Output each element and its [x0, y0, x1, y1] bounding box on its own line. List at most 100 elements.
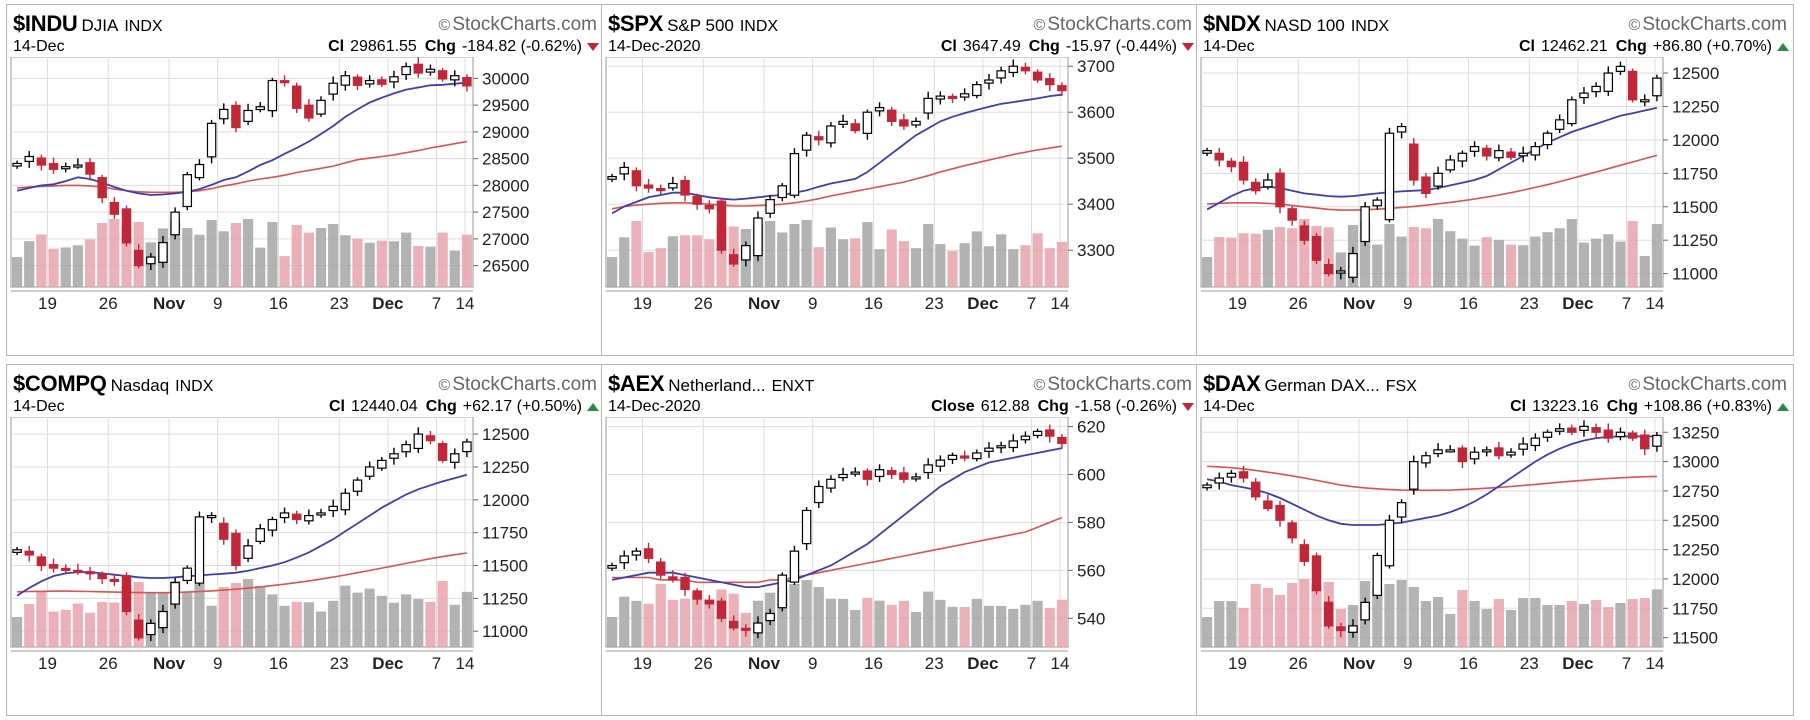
y-tick-label: 12250 [482, 458, 529, 477]
volume-bar [1420, 228, 1432, 287]
candle-body [1250, 481, 1261, 498]
volume-bar [1591, 600, 1602, 647]
volume-bar [789, 584, 800, 647]
y-tick-label: 3400 [1077, 195, 1115, 214]
chart-panel-dax[interactable]: $DAX German DAX... FSX © StockCharts.com 14-D… [1196, 364, 1794, 716]
candle-body [1275, 504, 1285, 521]
candle-body [158, 242, 168, 263]
volume-bar [194, 584, 205, 647]
candle-body [1627, 70, 1638, 101]
chart-header: $SPX S&P 500 INDX © StockCharts.com 14-Dec-20… [606, 5, 1194, 55]
close-value: 612.88 [980, 398, 1030, 415]
candle-body [1226, 472, 1237, 478]
up-arrow-icon [1777, 402, 1789, 411]
volume-bar [72, 603, 83, 647]
volume-bar [230, 223, 242, 287]
candle-body [668, 182, 678, 189]
volume-bar [1639, 256, 1650, 287]
copyright-icon: © [1628, 377, 1641, 394]
exchange: INDX [175, 378, 214, 395]
volume-bar [1372, 588, 1383, 647]
candle-body [838, 473, 848, 479]
candle-body [12, 162, 22, 167]
change-value: -184.82 (-0.62%) [461, 38, 582, 55]
volume-bar [97, 602, 108, 647]
x-tick-label: 19 [38, 294, 57, 313]
x-tick-label: 9 [808, 654, 817, 673]
candle-body [97, 573, 107, 580]
y-tick-label: 29500 [482, 96, 529, 115]
x-tick-label: 9 [1403, 654, 1412, 673]
volume-bar [1299, 579, 1310, 647]
candle-body [935, 95, 946, 100]
volume-bar [328, 224, 339, 287]
candle-body [728, 620, 739, 629]
candle-body [340, 492, 351, 511]
index-name: German DAX... [1264, 376, 1380, 395]
chart-panel-indu[interactable]: $INDU DJIA INDX © StockCharts.com 14-Dec Cl 298… [6, 4, 604, 356]
x-tick-label: 26 [99, 654, 118, 673]
close-value: 12440.04 [350, 398, 418, 415]
symbol[interactable]: $SPX [608, 11, 664, 36]
candle-body [231, 104, 241, 129]
chart-panel-compq[interactable]: $COMPQ Nasdaq INDX © StockCharts.com 14-Dec Cl… [6, 364, 604, 716]
symbol[interactable]: $COMPQ [13, 371, 107, 396]
candle-body [1640, 434, 1650, 450]
volume-bar [813, 247, 824, 287]
volume-bar [279, 605, 290, 647]
volume-bar [121, 586, 132, 647]
symbol-title: $COMPQ Nasdaq INDX [13, 371, 213, 397]
candle-body [97, 177, 107, 199]
y-tick-label: 620 [1077, 418, 1105, 437]
chart-panel-aex[interactable]: $AEX Netherland... ENXT © StockCharts.com 14-… [601, 364, 1199, 716]
candle-body [741, 627, 751, 631]
candle-body [12, 549, 22, 553]
x-tick-label: 23 [1520, 654, 1539, 673]
x-tick-label: Nov [748, 294, 781, 313]
exchange: INDX [739, 18, 779, 35]
candle-body [996, 445, 1006, 449]
volume-bar [242, 219, 254, 287]
volume-bar [1287, 583, 1298, 647]
chart-panel-spx[interactable]: $SPX S&P 500 INDX © StockCharts.com 14-Dec-20… [601, 4, 1199, 356]
volume-bar [704, 239, 715, 287]
volume-bar [1020, 604, 1031, 647]
volume-bar [1214, 237, 1225, 287]
symbol[interactable]: $AEX [608, 371, 665, 396]
symbol-title: $SPX S&P 500 INDX [608, 11, 778, 37]
candle-body [814, 485, 824, 504]
candle-body [996, 70, 1006, 79]
x-tick-label: 7 [432, 294, 441, 313]
volume-bar [837, 598, 849, 647]
candle-body [972, 452, 982, 460]
close-value: 3647.49 [962, 38, 1021, 55]
volume-bar [1274, 595, 1286, 647]
volume-bar [352, 238, 363, 287]
y-tick-label: 26500 [482, 257, 529, 276]
y-tick-label: 11750 [482, 524, 528, 543]
change-value: -1.58 (-0.26%) [1074, 398, 1177, 415]
symbol[interactable]: $INDU [13, 11, 78, 36]
candle-body [316, 99, 326, 115]
candle-body [48, 163, 59, 170]
watermark-text: StockCharts.com [452, 374, 597, 395]
candle-body [413, 433, 424, 450]
y-tick-label: 12000 [1672, 131, 1719, 150]
candle-body [304, 104, 314, 119]
chart-header: $AEX Netherland... ENXT © StockCharts.com 14-… [606, 365, 1194, 415]
candle-body [401, 444, 411, 453]
volume-bar [182, 591, 193, 647]
candle-body [850, 471, 860, 475]
candle-body [874, 106, 885, 112]
candle-body [462, 77, 472, 87]
candle-body [1481, 147, 1492, 157]
change-label: Chg [1606, 398, 1638, 415]
symbol[interactable]: $DAX [1203, 371, 1261, 396]
chart-panel-ndx[interactable]: $NDX NASD 100 INDX © StockCharts.com 14-Dec Cl… [1196, 4, 1794, 356]
symbol[interactable]: $NDX [1203, 11, 1261, 36]
volume-bar [1627, 221, 1638, 287]
volume-bar [825, 227, 837, 287]
symbol-title: $NDX NASD 100 INDX [1203, 11, 1389, 37]
volume-bar [862, 222, 873, 287]
x-tick-label: 26 [1289, 654, 1308, 673]
